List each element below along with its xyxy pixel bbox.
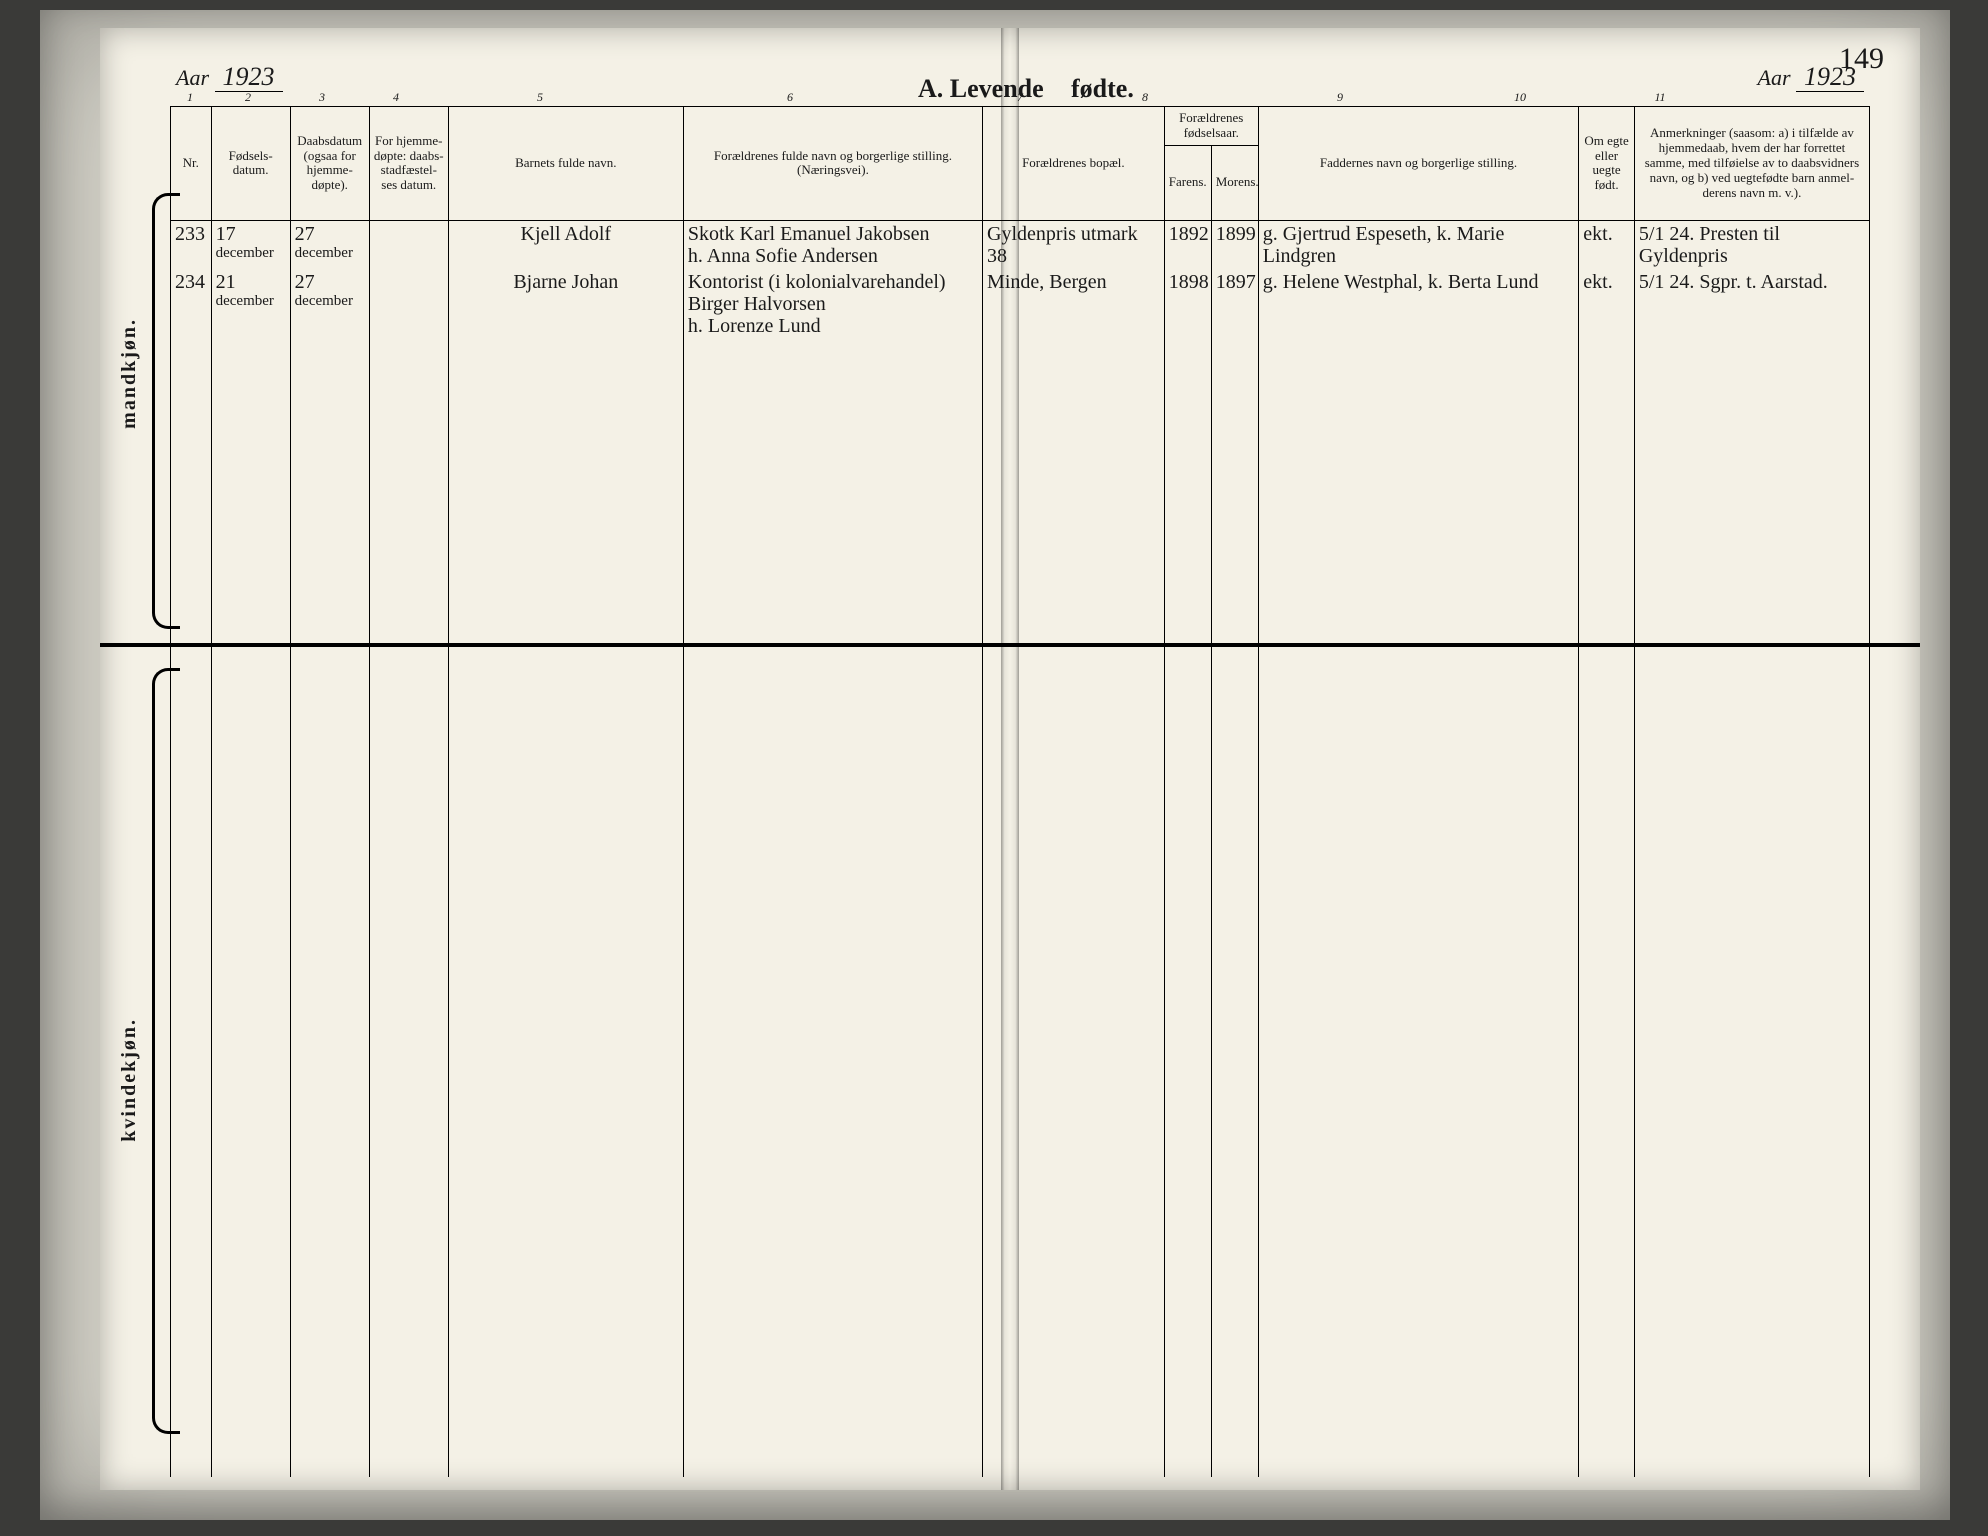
colnum-2: 2 [245,90,251,105]
cell-faddere: g. Helene Westphal, k. Berta Lund [1258,269,1579,339]
table-row-empty-male [171,339,1870,713]
colnum-4: 4 [393,90,399,105]
hdr-foreldre: Forældrenes fulde navn og borgerlige sti… [683,107,982,221]
table-row: 233 17 december 27 december Kjell Adolf … [171,220,1870,269]
top-line: Aar 1923 A. Levende fødte. Aar 1923 [170,62,1870,86]
cell-foreldre: Kontorist (i kolonialvarehandel) Birger … [683,269,982,339]
table-row: 234 21 december 27 december Bjarne Johan… [171,269,1870,339]
colnum-8: 8 [1142,90,1148,105]
hdr-nr: Nr. [171,107,212,221]
book-spread: 149 Aar 1923 A. Levende fødte. Aar 1923 … [40,10,1950,1520]
cell-navn: Kjell Adolf [448,220,683,269]
cell-fy: 1892 [1164,220,1211,269]
year-left-label: Aar [176,65,209,90]
cell-daab-day: 27 [295,223,315,245]
cell-anm: 5/1 24. Presten til Gyldenpris [1634,220,1869,269]
hdr-morens: Morens. [1211,145,1258,220]
hdr-anm: Anmerkninger (saasom: a) i tilfælde av h… [1634,107,1869,221]
year-left: Aar 1923 [176,62,283,92]
cell-daab-month: december [295,293,365,310]
cell-my: 1899 [1211,220,1258,269]
cell-hjemme [369,269,448,339]
colnum-9: 9 [1337,90,1343,105]
cell-daab: 27 december [290,220,369,269]
cell-bopael: Gyldenpris utmark 38 [983,220,1165,269]
cell-my: 1897 [1211,269,1258,339]
cell-faddere: g. Gjertrud Espeseth, k. Marie Lindgren [1258,220,1579,269]
cell-anm: 5/1 24. Sgpr. t. Aarstad. [1634,269,1869,339]
cell-bopael: Minde, Bergen [983,269,1165,339]
colnum-10: 10 [1514,90,1526,105]
cell-fy: 1898 [1164,269,1211,339]
hdr-fodselsaar: Forældrenes fødselsaar. [1164,107,1258,146]
cell-daab-day: 27 [295,271,315,293]
colnum-1: 1 [187,90,193,105]
hdr-faddere: Faddernes navn og borgerlige stilling. [1258,107,1579,221]
cell-fodsels-day: 17 [216,223,236,245]
cell-fodsels-day: 21 [216,271,236,293]
cell-egte: ekt. [1579,220,1635,269]
cell-egte: ekt. [1579,269,1635,339]
cell-daab-month: december [295,245,365,262]
page: 149 Aar 1923 A. Levende fødte. Aar 1923 … [100,28,1920,1490]
hdr-egte: Om egte eller uegte født. [1579,107,1635,221]
year-right-value: 1923 [1796,62,1864,92]
colnum-11: 11 [1654,90,1665,105]
year-right-label: Aar [1758,65,1791,90]
cell-nr: 234 [171,269,212,339]
cell-fodsels-month: december [216,293,286,310]
cell-navn: Bjarne Johan [448,269,683,339]
hdr-hjemme: For hjemme- døpte: daabs- stadfæstel- se… [369,107,448,221]
section-label-female: kvindekjøn. [118,1018,148,1142]
section-label-male: mandkjøn. [118,318,148,429]
hdr-bopael: Forældrenes bopæl. [983,107,1165,221]
colnum-7: 7 [1017,90,1023,105]
hdr-farens: Farens. [1164,145,1211,220]
colnum-6: 6 [787,90,793,105]
cell-foreldre: Skotk Karl Emanuel Jakobsen h. Anna Sofi… [683,220,982,269]
table-head: Nr. Fødsels- datum. Daabsdatum (ogsaa fo… [171,107,1870,221]
table-row-empty-female [171,713,1870,1477]
ledger-area: 149 Aar 1923 A. Levende fødte. Aar 1923 … [170,48,1870,1450]
register-table: Nr. Fødsels- datum. Daabsdatum (ogsaa fo… [170,106,1870,1477]
hdr-fodsels: Fødsels- datum. [211,107,290,221]
colnum-5: 5 [537,90,543,105]
cell-fodsels: 17 december [211,220,290,269]
cell-fodsels-month: december [216,245,286,262]
table-body: 233 17 december 27 december Kjell Adolf … [171,220,1870,1477]
hdr-daab: Daabsdatum (ogsaa for hjemme- døpte). [290,107,369,221]
year-right: Aar 1923 [1758,62,1865,92]
year-left-value: 1923 [215,62,283,92]
colnum-3: 3 [319,90,325,105]
cell-hjemme [369,220,448,269]
cell-nr: 233 [171,220,212,269]
cell-fodsels: 21 december [211,269,290,339]
hdr-navn: Barnets fulde navn. [448,107,683,221]
column-numbers: 1 2 3 4 5 6 7 8 9 10 11 [170,90,1870,106]
cell-daab: 27 december [290,269,369,339]
